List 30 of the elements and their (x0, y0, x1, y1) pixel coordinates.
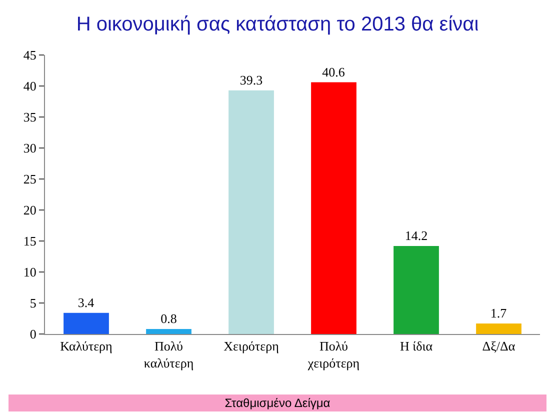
bar (476, 323, 522, 334)
chart-title: Η οικονομική σας κατάσταση το 2013 θα είναι (76, 14, 479, 36)
text: Σταθμισμένο Δείγμα (224, 396, 330, 410)
y-tick-label: 30 (23, 140, 36, 156)
x-tick-label: Πολύ καλύτερη (144, 338, 194, 370)
bar (228, 90, 274, 334)
y-tick-label: 5 (30, 296, 36, 311)
x-tick-label: Χειρότερη (224, 338, 280, 354)
data-label: 39.3 (240, 72, 263, 88)
data-label: 0.8 (160, 311, 177, 326)
y-tick-label: 25 (23, 172, 36, 187)
bar (146, 329, 192, 334)
bar (311, 82, 356, 334)
bar (394, 246, 439, 334)
x-tick-label: Η ίδια (400, 338, 433, 354)
data-label: 40.6 (322, 64, 346, 80)
x-tick-label: Καλύτερη (60, 338, 113, 354)
data-label: 1.7 (490, 305, 508, 320)
y-tick-label: 15 (23, 234, 36, 249)
bar (64, 312, 109, 334)
y-tick-label: 45 (23, 48, 36, 63)
data-label: 14.2 (404, 228, 428, 243)
y-tick-label: 10 (23, 264, 36, 280)
data-label: 3.4 (78, 294, 95, 310)
x-tick-label: Δξ/Δα (482, 338, 516, 354)
y-tick-label: 40 (23, 78, 36, 94)
x-tick-label: Πολύ χειρότερη (306, 338, 360, 370)
y-tick-label: 0 (30, 326, 36, 342)
y-tick-label: 20 (23, 202, 36, 218)
y-tick-label: 35 (23, 110, 36, 125)
